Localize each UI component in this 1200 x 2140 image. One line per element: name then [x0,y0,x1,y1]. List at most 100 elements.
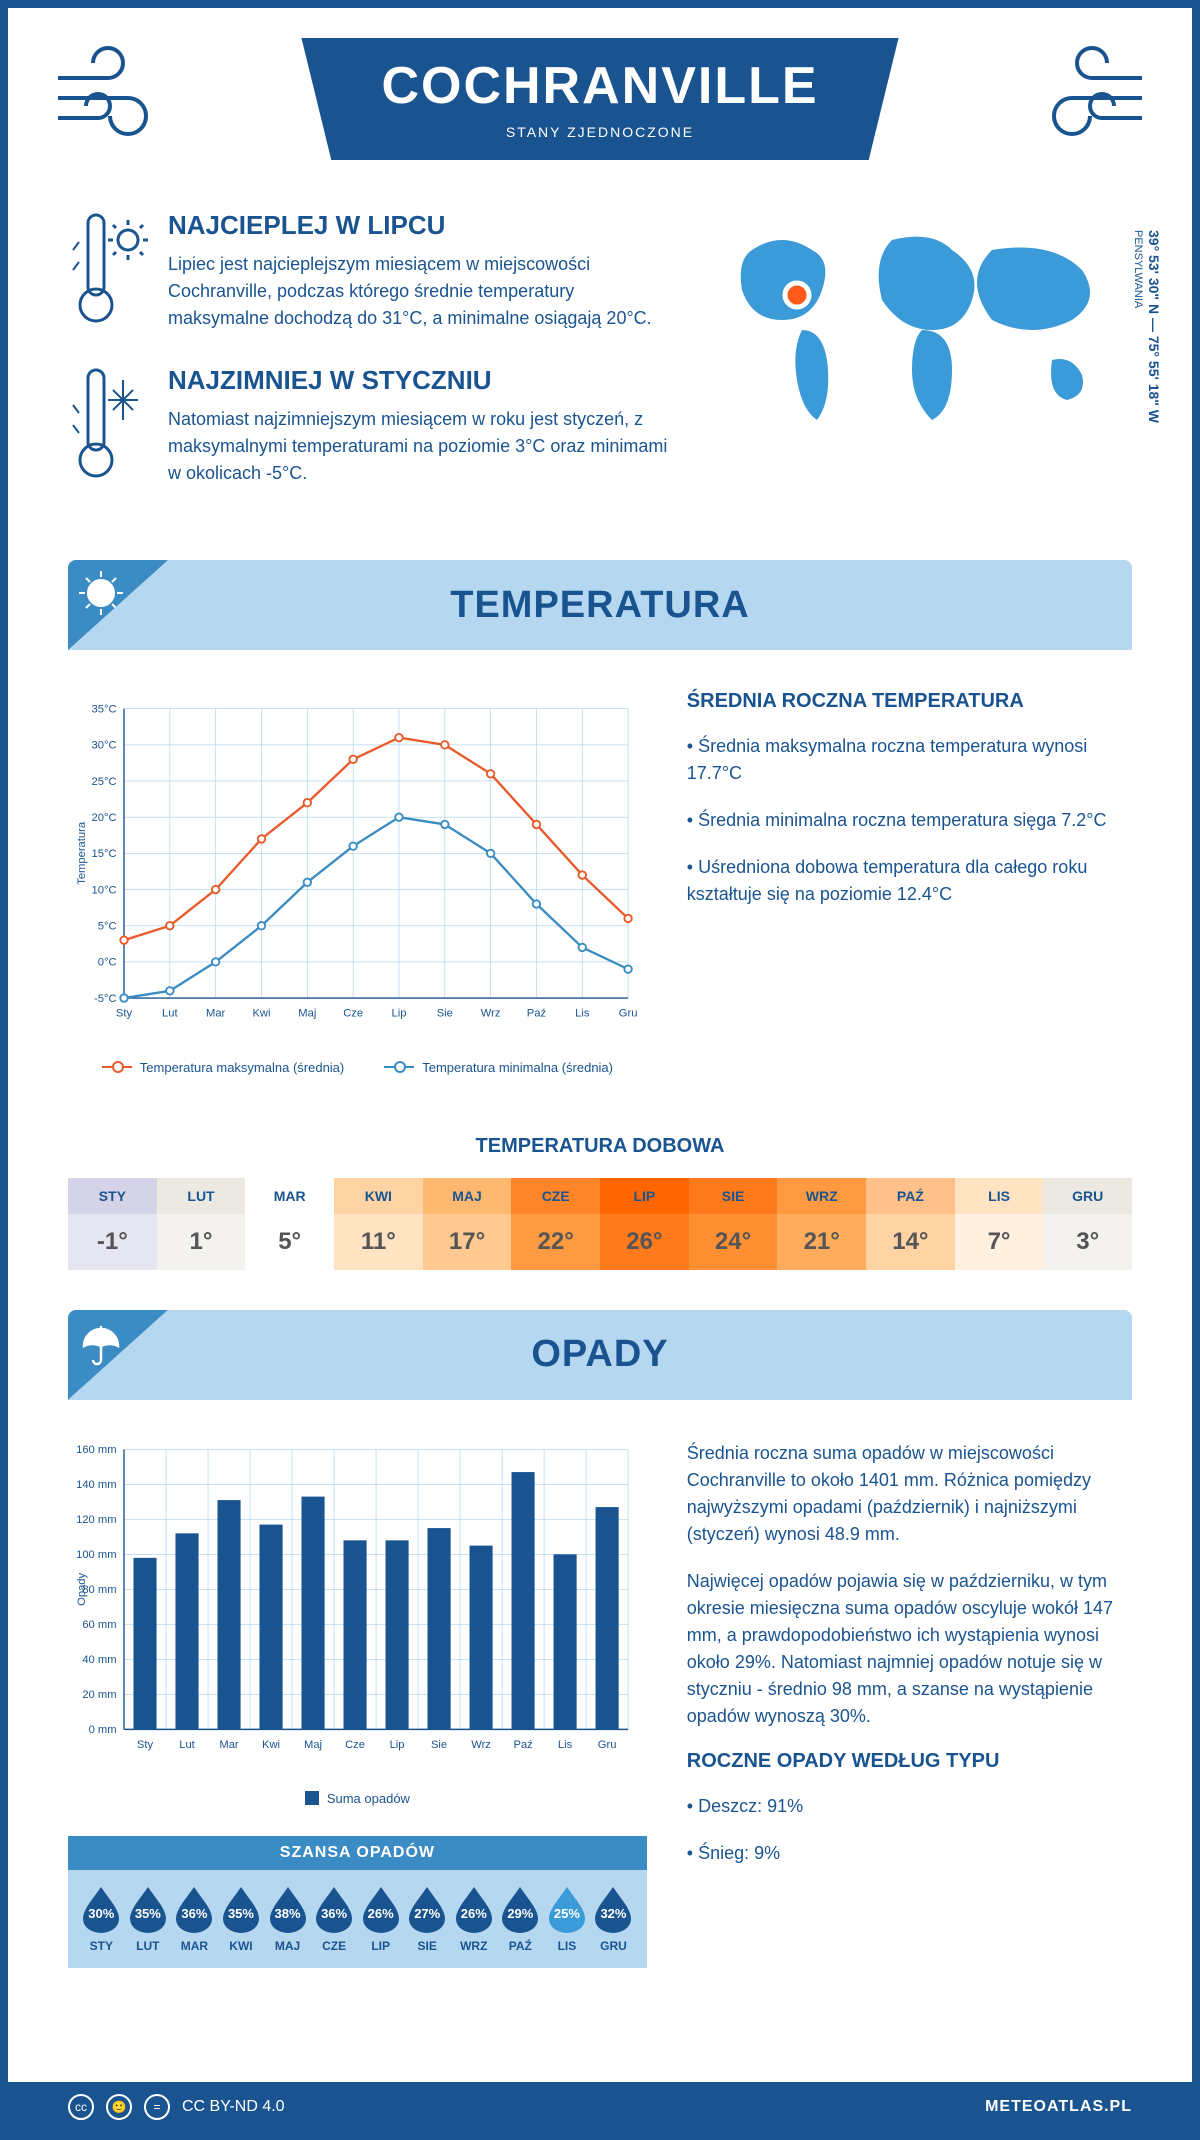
precip-chance-drop: 35% LUT [128,1885,168,1953]
city-title: COCHRANVILLE [381,56,818,116]
svg-text:5°C: 5°C [98,920,117,932]
umbrella-icon [68,1310,168,1400]
svg-text:Opady: Opady [76,1572,88,1605]
wind-icon [48,43,168,143]
svg-text:Lip: Lip [392,1008,407,1020]
temperature-chart-column: -5°C 0°C 5°C 10°C 15°C 20°C 25°C 30°C 35°C Sty Lut… [68,690,647,1075]
cc-icon: cc [68,2094,94,2120]
svg-text:20°C: 20°C [92,812,117,824]
world-map-block: PENSYLWANIA 39° 53' 30" N — 75° 55' 18" … [712,210,1132,520]
svg-text:Temperatura: Temperatura [76,821,88,885]
precipitation-section-header: OPADY [68,1310,1132,1400]
coordinates-label: 39° 53' 30" N — 75° 55' 18" W [1146,230,1162,423]
precip-chance-drop: 32% GRU [593,1885,633,1953]
daily-temp-strip: STY-1°LUT1°MAR5°KWI11°MAJ17°CZE22°LIP26°… [68,1178,1132,1270]
page-frame: COCHRANVILLE STANY ZJEDNOCZONE NAJCIEPLE… [0,0,1200,2140]
svg-text:25°C: 25°C [92,776,117,788]
svg-text:0°C: 0°C [98,957,117,969]
svg-text:120 mm: 120 mm [76,1514,116,1526]
daily-temp-cell: LIP26° [600,1178,689,1270]
svg-text:0 mm: 0 mm [89,1724,117,1736]
precip-legend-label: Suma opadów [327,1791,410,1806]
precipitation-body: 0 mm20 mm40 mm60 mm80 mm100 mm120 mm140 … [8,1400,1192,2008]
coldest-text: Natomiast najzimniejszym miesiącem w rok… [168,406,672,487]
svg-text:Sie: Sie [437,1008,453,1020]
svg-text:100 mm: 100 mm [76,1549,116,1561]
precip-chance-title: SZANSA OPADÓW [68,1836,647,1870]
svg-text:Paź: Paź [513,1739,533,1751]
warmest-title: NAJCIEPLEJ W LIPCU [168,210,672,241]
daily-temp-cell: MAJ17° [423,1178,512,1270]
precip-by-type-title: ROCZNE OPADY WEDŁUG TYPU [687,1750,1132,1773]
coldest-title: NAJZIMNIEJ W STYCZNIU [168,365,672,396]
intro-text-column: NAJCIEPLEJ W LIPCU Lipiec jest najcieple… [68,210,672,520]
precip-chance-drop: 26% LIP [361,1885,401,1953]
avg-temp-title: ŚREDNIA ROCZNA TEMPERATURA [687,690,1132,713]
temperature-title: TEMPERATURA [450,584,750,627]
precip-chance-drop: 27% SIE [407,1885,447,1953]
svg-text:Lut: Lut [179,1739,195,1751]
svg-text:Lut: Lut [162,1008,178,1020]
temperature-legend: Temperatura maksymalna (średnia) Temperat… [68,1060,647,1075]
precip-text-2: Najwięcej opadów pojawia się w październ… [687,1568,1132,1730]
precip-chance-drop: 36% MAR [174,1885,214,1953]
daily-temp-cell: LUT1° [157,1178,246,1270]
svg-text:Sty: Sty [116,1008,133,1020]
svg-text:160 mm: 160 mm [76,1444,116,1456]
daily-temp-title: TEMPERATURA DOBOWA [68,1135,1132,1158]
precip-chance-drop: 25% LIS [547,1885,587,1953]
svg-text:30°C: 30°C [92,740,117,752]
license-text: CC BY-ND 4.0 [182,2098,285,2116]
precip-chance-block: SZANSA OPADÓW 30% STY 35% LUT 36% [68,1836,647,1968]
svg-text:Gru: Gru [619,1008,638,1020]
daily-temp-cell: GRU3° [1043,1178,1132,1270]
precipitation-bar-chart: 0 mm20 mm40 mm60 mm80 mm100 mm120 mm140 … [68,1440,647,1776]
warmest-block: NAJCIEPLEJ W LIPCU Lipiec jest najcieple… [68,210,672,335]
temperature-text-column: ŚREDNIA ROCZNA TEMPERATURA • Średnia mak… [687,690,1132,1075]
wind-icon [1032,43,1152,143]
svg-text:40 mm: 40 mm [82,1654,116,1666]
temperature-body: -5°C 0°C 5°C 10°C 15°C 20°C 25°C 30°C 35°C Sty Lut… [8,650,1192,1115]
daily-temp-cell: KWI11° [334,1178,423,1270]
svg-text:20 mm: 20 mm [82,1689,116,1701]
svg-text:Wrz: Wrz [471,1739,491,1751]
title-banner: COCHRANVILLE STANY ZJEDNOCZONE [301,38,898,160]
footer-license: cc 🙂 = CC BY-ND 4.0 [68,2094,285,2120]
precipitation-title: OPADY [531,1333,668,1376]
country-subtitle: STANY ZJEDNOCZONE [381,124,818,140]
svg-text:Cze: Cze [345,1739,365,1751]
by-icon: 🙂 [106,2094,132,2120]
svg-text:Kwi: Kwi [252,1008,270,1020]
precip-chance-drop: 30% STY [81,1885,121,1953]
daily-temp-cell: SIE24° [689,1178,778,1270]
precip-chance-drop: 35% KWI [221,1885,261,1953]
site-name: METEOATLAS.PL [985,2098,1132,2116]
precipitation-chart-column: 0 mm20 mm40 mm60 mm80 mm100 mm120 mm140 … [68,1440,647,1968]
svg-text:15°C: 15°C [92,848,117,860]
footer: cc 🙂 = CC BY-ND 4.0 METEOATLAS.PL [8,2082,1192,2132]
precip-chance-drop: 26% WRZ [454,1885,494,1953]
svg-text:140 mm: 140 mm [76,1479,116,1491]
svg-text:Lis: Lis [558,1739,573,1751]
svg-text:Mar: Mar [206,1008,226,1020]
precipitation-legend: Suma opadów [68,1791,647,1806]
thermometer-cold-icon [68,365,148,490]
daily-temp-cell: PAŹ14° [866,1178,955,1270]
svg-text:-5°C: -5°C [94,993,117,1005]
svg-text:Cze: Cze [343,1008,363,1020]
svg-text:10°C: 10°C [92,884,117,896]
intro-section: NAJCIEPLEJ W LIPCU Lipiec jest najcieple… [8,180,1192,560]
svg-text:Paź: Paź [527,1008,547,1020]
legend-item: Temperatura maksymalna (średnia) [102,1060,344,1075]
svg-text:35°C: 35°C [92,703,117,715]
svg-text:Maj: Maj [304,1739,322,1751]
precip-chance-drop: 36% CZE [314,1885,354,1953]
svg-text:Gru: Gru [598,1739,617,1751]
daily-temp-cell: WRZ21° [777,1178,866,1270]
sun-icon [68,560,168,650]
svg-text:Maj: Maj [298,1008,316,1020]
daily-temp-section: TEMPERATURA DOBOWA STY-1°LUT1°MAR5°KWI11… [68,1135,1132,1270]
precip-type-bullet: • Śnieg: 9% [687,1840,1132,1867]
daily-temp-cell: CZE22° [511,1178,600,1270]
legend-item: Temperatura minimalna (średnia) [384,1060,613,1075]
